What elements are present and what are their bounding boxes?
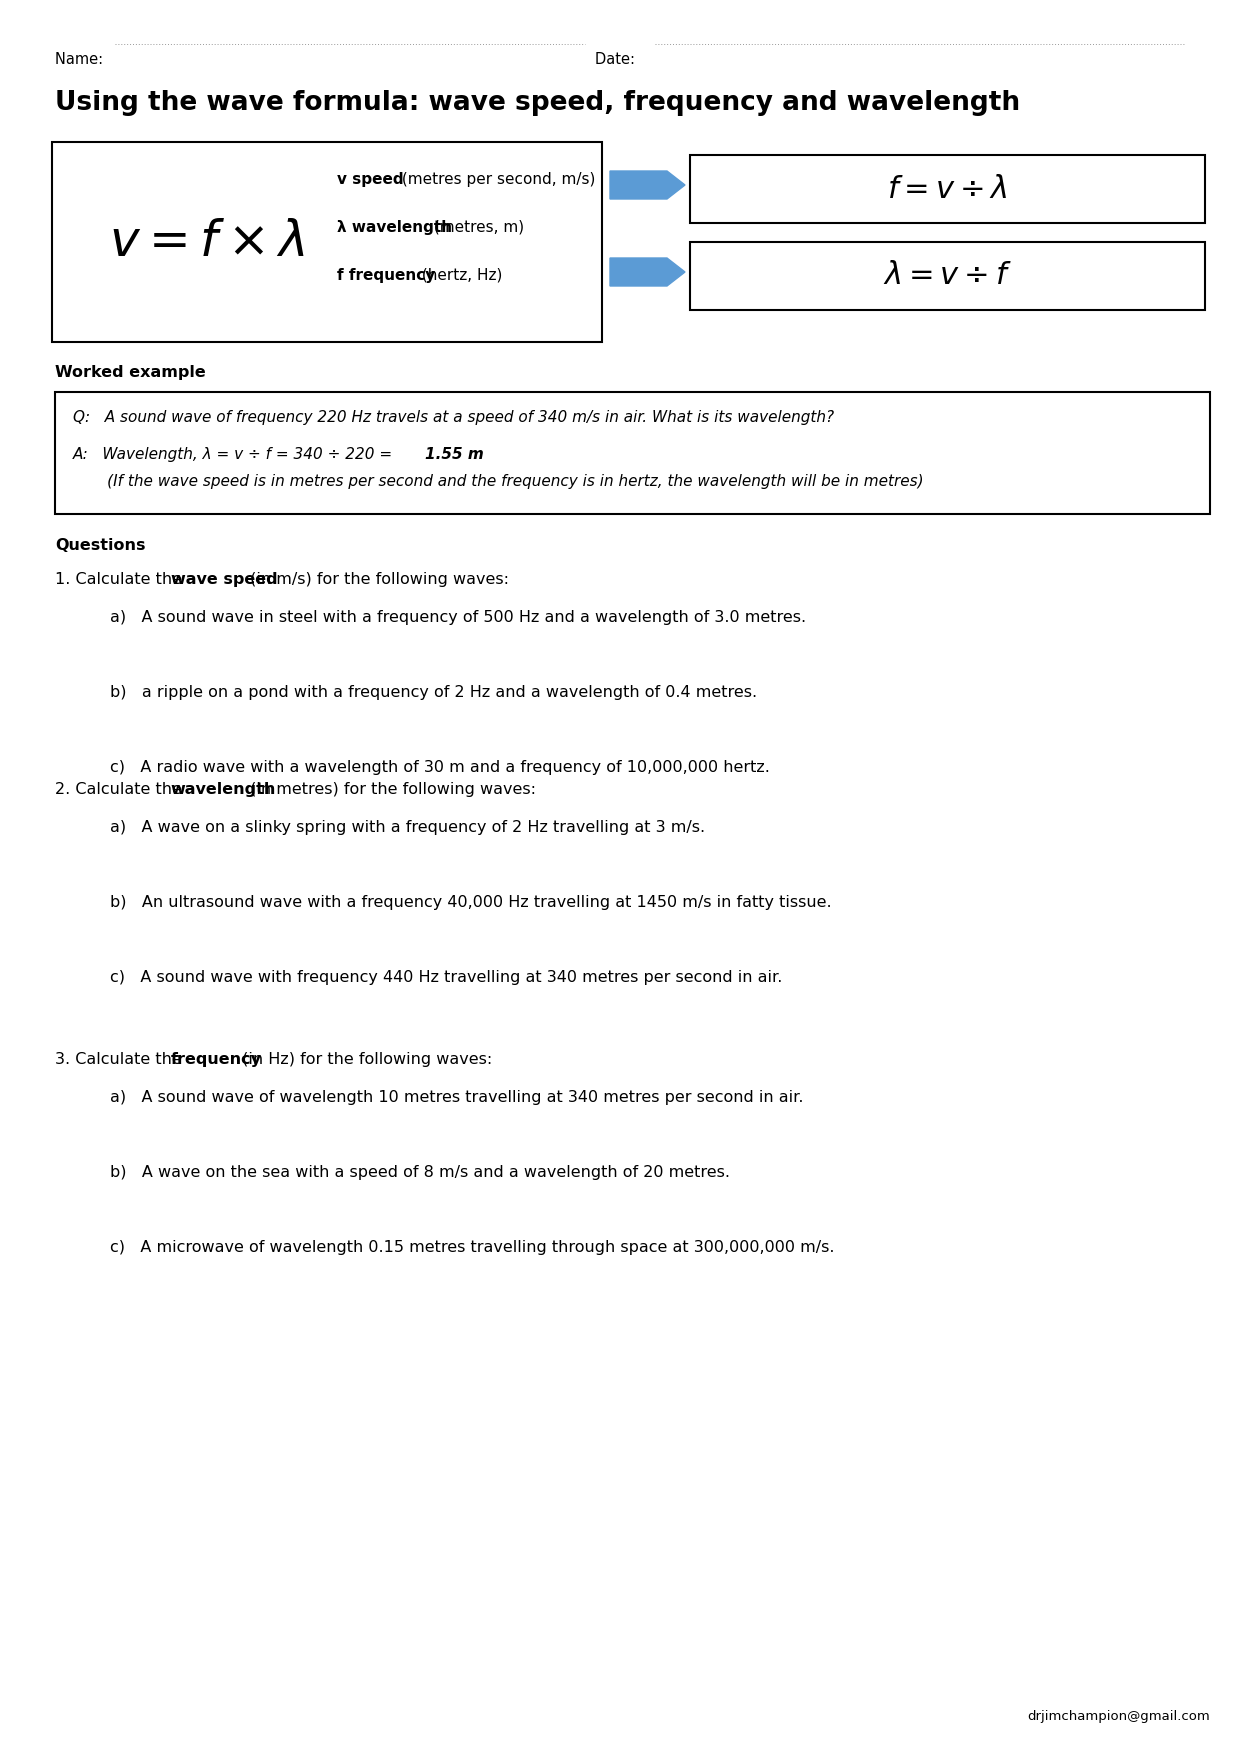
Text: (hertz, Hz): (hertz, Hz): [417, 268, 503, 282]
FancyArrow shape: [611, 170, 685, 198]
Text: λ wavelength: λ wavelength: [338, 219, 452, 235]
FancyBboxPatch shape: [55, 391, 1210, 514]
FancyBboxPatch shape: [52, 142, 602, 342]
Text: wavelength: wavelength: [170, 782, 276, 796]
Text: drjimchampion@gmail.com: drjimchampion@gmail.com: [1028, 1710, 1210, 1722]
Text: (in m/s) for the following waves:: (in m/s) for the following waves:: [244, 572, 509, 588]
Text: c)   A sound wave with frequency 440 Hz travelling at 340 metres per second in a: c) A sound wave with frequency 440 Hz tr…: [110, 970, 782, 986]
Text: b)   a ripple on a pond with a frequency of 2 Hz and a wavelength of 0.4 metres.: b) a ripple on a pond with a frequency o…: [110, 686, 757, 700]
Text: $\mathit{v} = \mathit{f} \times \mathit{\lambda}$: $\mathit{v} = \mathit{f} \times \mathit{…: [109, 217, 305, 267]
Text: a)   A wave on a slinky spring with a frequency of 2 Hz travelling at 3 m/s.: a) A wave on a slinky spring with a freq…: [110, 821, 705, 835]
FancyBboxPatch shape: [690, 154, 1205, 223]
Text: v speed: v speed: [338, 172, 403, 188]
Text: Questions: Questions: [55, 538, 145, 553]
Text: a)   A sound wave of wavelength 10 metres travelling at 340 metres per second in: a) A sound wave of wavelength 10 metres …: [110, 1089, 803, 1105]
Text: Name:: Name:: [55, 53, 108, 67]
Text: $\mathit{\lambda} = \mathit{v} \div \mathit{f}$: $\mathit{\lambda} = \mathit{v} \div \mat…: [884, 261, 1011, 291]
Text: 3. Calculate the: 3. Calculate the: [55, 1052, 187, 1066]
Text: (If the wave speed is in metres per second and the frequency is in hertz, the wa: (If the wave speed is in metres per seco…: [73, 474, 923, 489]
Text: a)   A sound wave in steel with a frequency of 500 Hz and a wavelength of 3.0 me: a) A sound wave in steel with a frequenc…: [110, 610, 807, 624]
Text: Date:: Date:: [594, 53, 639, 67]
Text: 1. Calculate the: 1. Calculate the: [55, 572, 187, 588]
Text: c)   A microwave of wavelength 0.15 metres travelling through space at 300,000,0: c) A microwave of wavelength 0.15 metres…: [110, 1240, 834, 1256]
Text: b)   A wave on the sea with a speed of 8 m/s and a wavelength of 20 metres.: b) A wave on the sea with a speed of 8 m…: [110, 1165, 730, 1180]
Text: 1.55 m: 1.55 m: [424, 447, 484, 461]
Text: Q:   A sound wave of frequency 220 Hz travels at a speed of 340 m/s in air. What: Q: A sound wave of frequency 220 Hz trav…: [73, 410, 834, 424]
Text: b)   An ultrasound wave with a frequency 40,000 Hz travelling at 1450 m/s in fat: b) An ultrasound wave with a frequency 4…: [110, 895, 831, 910]
Text: (metres, m): (metres, m): [429, 219, 524, 235]
Text: c)   A radio wave with a wavelength of 30 m and a frequency of 10,000,000 hertz.: c) A radio wave with a wavelength of 30 …: [110, 759, 769, 775]
Text: 2. Calculate the: 2. Calculate the: [55, 782, 187, 796]
Text: (in metres) for the following waves:: (in metres) for the following waves:: [244, 782, 536, 796]
Text: Using the wave formula: wave speed, frequency and wavelength: Using the wave formula: wave speed, freq…: [55, 89, 1020, 116]
Text: f frequency: f frequency: [338, 268, 436, 282]
Text: (metres per second, m/s): (metres per second, m/s): [397, 172, 596, 188]
Text: Worked example: Worked example: [55, 365, 206, 381]
Text: A:   Wavelength, λ = v ÷ f = 340 ÷ 220 =: A: Wavelength, λ = v ÷ f = 340 ÷ 220 =: [73, 447, 398, 461]
Text: $\mathit{f} = \mathit{v} \div \mathit{\lambda}$: $\mathit{f} = \mathit{v} \div \mathit{\l…: [887, 174, 1008, 203]
Text: wave speed: wave speed: [170, 572, 277, 588]
FancyBboxPatch shape: [690, 242, 1205, 310]
FancyArrow shape: [611, 258, 685, 286]
Text: frequency: frequency: [170, 1052, 262, 1066]
Text: (in Hz) for the following waves:: (in Hz) for the following waves:: [237, 1052, 493, 1066]
